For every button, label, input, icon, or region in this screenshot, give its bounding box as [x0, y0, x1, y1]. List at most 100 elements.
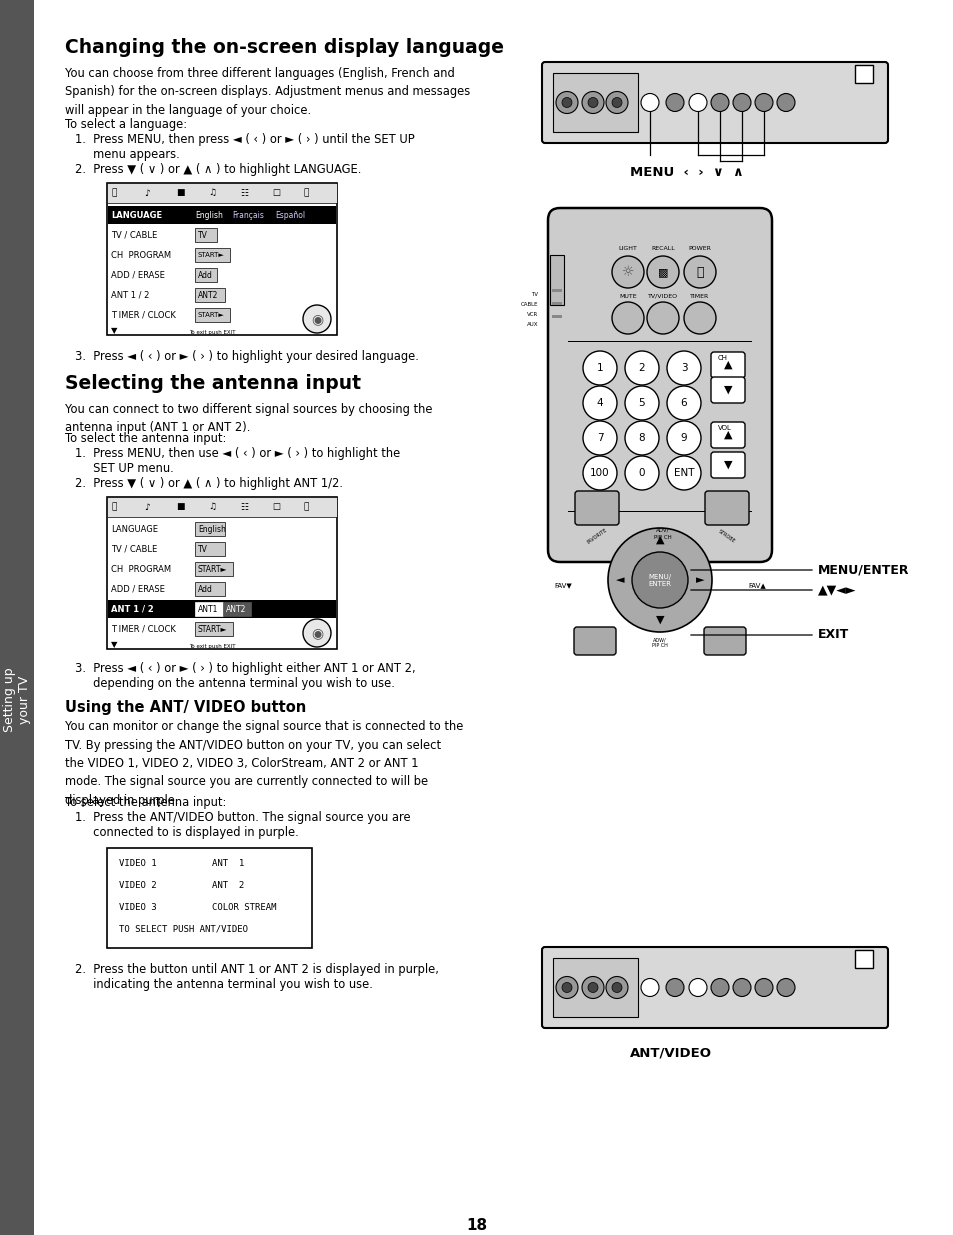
Text: ⌖: ⌖ [112, 189, 117, 198]
Text: ANT 1 / 2: ANT 1 / 2 [111, 604, 153, 614]
Text: 9: 9 [680, 433, 686, 443]
Text: 1: 1 [596, 363, 602, 373]
Circle shape [612, 303, 643, 333]
FancyBboxPatch shape [710, 352, 744, 378]
Text: ♪: ♪ [144, 503, 150, 511]
Text: ▩: ▩ [657, 267, 667, 277]
Text: ▼: ▼ [111, 326, 117, 336]
Circle shape [607, 529, 711, 632]
Circle shape [303, 619, 331, 647]
Text: 5: 5 [638, 398, 644, 408]
Circle shape [666, 387, 700, 420]
Bar [108, 206, 335, 224]
Bar [223, 601, 251, 616]
Circle shape [581, 91, 603, 114]
Text: ◄: ◄ [615, 576, 623, 585]
Text: T IMER / CLOCK: T IMER / CLOCK [111, 625, 175, 634]
Text: ENT: ENT [673, 468, 694, 478]
Circle shape [646, 303, 679, 333]
Circle shape [556, 91, 578, 114]
Circle shape [640, 94, 659, 111]
Circle shape [582, 421, 617, 454]
Text: 2: 2 [638, 363, 644, 373]
Text: Changing the on-screen display language: Changing the on-screen display language [65, 38, 503, 57]
FancyBboxPatch shape [703, 627, 745, 655]
Text: ♫: ♫ [208, 503, 216, 511]
Text: TV/VIDEO: TV/VIDEO [647, 294, 678, 299]
Text: English: English [198, 525, 226, 534]
Circle shape [666, 421, 700, 454]
Text: ANT  1: ANT 1 [212, 858, 244, 867]
Text: COLOR STREAM: COLOR STREAM [212, 903, 276, 911]
Bar [854, 65, 872, 83]
Text: English: English [194, 210, 223, 220]
Text: indicating the antenna terminal you wish to use.: indicating the antenna terminal you wish… [75, 978, 373, 990]
Text: Español: Español [274, 210, 305, 220]
Text: ♫: ♫ [208, 189, 216, 198]
Text: Français: Français [232, 210, 264, 220]
Text: Selecting the antenna input: Selecting the antenna input [65, 374, 360, 393]
Text: ▼: ▼ [655, 615, 663, 625]
Bar [194, 542, 225, 556]
Circle shape [776, 978, 794, 997]
Circle shape [640, 978, 659, 997]
Bar [107, 848, 312, 948]
FancyBboxPatch shape [541, 62, 887, 143]
Bar [194, 522, 225, 536]
Text: VOL: VOL [718, 425, 731, 431]
Text: ▲: ▲ [655, 535, 663, 545]
Circle shape [665, 94, 683, 111]
Circle shape [561, 983, 572, 993]
Bar [194, 288, 225, 303]
Text: START►: START► [198, 625, 227, 634]
Text: SET UP menu.: SET UP menu. [75, 462, 173, 475]
Circle shape [605, 91, 627, 114]
Bar [194, 601, 223, 616]
Circle shape [683, 256, 716, 288]
Text: ANT1: ANT1 [198, 604, 218, 614]
Text: ■: ■ [175, 503, 184, 511]
Text: START►: START► [198, 252, 225, 258]
Circle shape [732, 978, 750, 997]
Circle shape [631, 552, 687, 608]
FancyBboxPatch shape [541, 947, 887, 1028]
Text: ⏮: ⏮ [304, 189, 309, 198]
Text: To select a language:: To select a language: [65, 119, 187, 131]
Circle shape [624, 456, 659, 490]
Bar [194, 308, 230, 322]
Text: menu appears.: menu appears. [75, 148, 179, 161]
Bar [194, 562, 233, 576]
Text: To select the antenna input:: To select the antenna input: [65, 797, 226, 809]
Circle shape [688, 978, 706, 997]
Text: To select the antenna input:: To select the antenna input: [65, 432, 226, 445]
Text: Setting up
your TV: Setting up your TV [3, 668, 30, 732]
Text: ►: ► [695, 576, 703, 585]
Circle shape [754, 978, 772, 997]
Text: Add: Add [198, 270, 213, 279]
FancyBboxPatch shape [710, 422, 744, 448]
Text: ▼: ▼ [723, 459, 732, 471]
Text: 1.  Press MENU, then use ◄ ( ‹ ) or ► ( › ) to highlight the: 1. Press MENU, then use ◄ ( ‹ ) or ► ( ›… [75, 447, 400, 459]
Text: Add: Add [198, 584, 213, 594]
Text: EXIT: EXIT [817, 629, 848, 641]
Circle shape [556, 977, 578, 999]
Circle shape [303, 305, 331, 333]
Text: ☷: ☷ [240, 189, 248, 198]
Bar [552, 303, 561, 305]
Text: ⏮: ⏮ [304, 503, 309, 511]
Circle shape [582, 387, 617, 420]
Text: MUTE: MUTE [618, 294, 637, 299]
Circle shape [754, 94, 772, 111]
Text: RECALL: RECALL [651, 246, 674, 251]
Circle shape [612, 983, 621, 993]
Text: ▼: ▼ [111, 641, 117, 650]
Text: 6: 6 [680, 398, 686, 408]
Text: MENU/ENTER: MENU/ENTER [817, 563, 908, 577]
Text: 18: 18 [466, 1218, 487, 1233]
Text: You can connect to two different signal sources by choosing the
antenna input (A: You can connect to two different signal … [65, 403, 432, 435]
Text: ⌖: ⌖ [112, 503, 117, 511]
Text: TO SELECT PUSH ANT/VIDEO: TO SELECT PUSH ANT/VIDEO [119, 925, 248, 934]
Text: ANT2: ANT2 [226, 604, 246, 614]
Text: ▲▼◄►: ▲▼◄► [817, 583, 856, 597]
FancyBboxPatch shape [710, 377, 744, 403]
